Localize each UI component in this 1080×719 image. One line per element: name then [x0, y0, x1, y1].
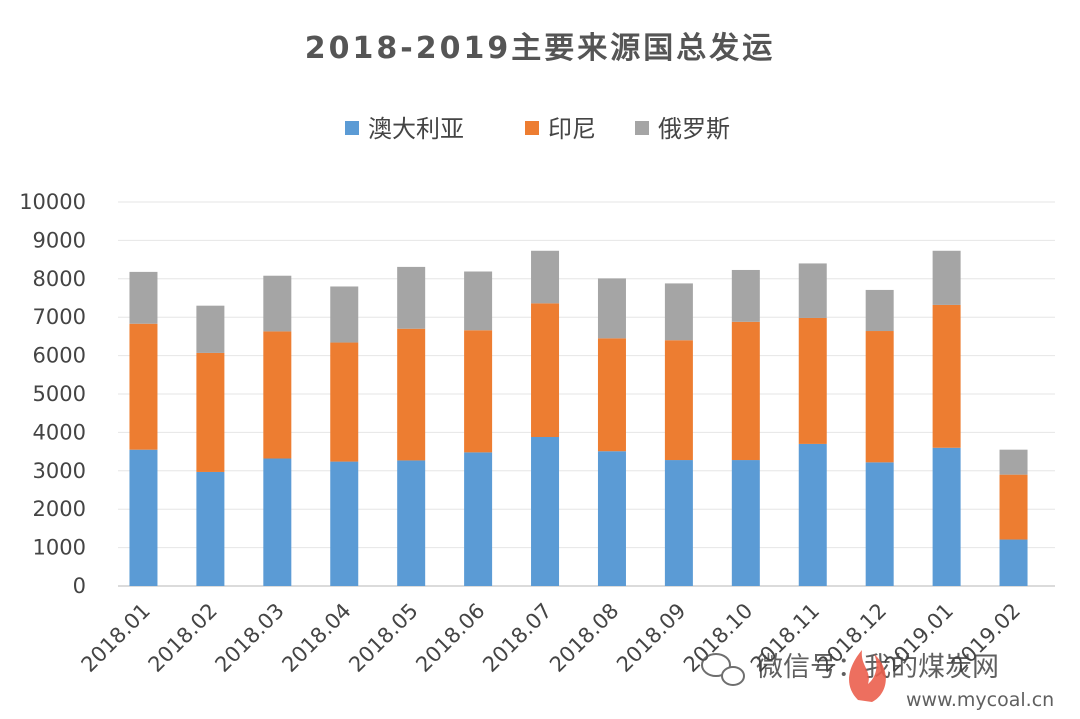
- bar-segment-s0-1: [196, 471, 225, 586]
- bar-segment-s1-3: [330, 342, 359, 462]
- bar-segment-s1-6: [531, 303, 560, 438]
- bar-segment-s2-1: [196, 305, 225, 353]
- legend-swatch-2: [635, 121, 649, 135]
- bars: [129, 250, 1028, 586]
- bar-segment-s2-2: [263, 275, 292, 332]
- bar-segment-s2-6: [531, 250, 560, 304]
- bar-segment-s1-5: [464, 330, 493, 453]
- x-tick-label: 2018.04: [277, 599, 355, 677]
- y-tick-label: 1000: [33, 536, 86, 560]
- legend-label-1: 印尼: [548, 115, 596, 143]
- y-tick-label: 6000: [33, 344, 86, 368]
- x-tick-label: 2018.06: [411, 599, 489, 677]
- bar-segment-s1-1: [196, 352, 225, 472]
- legend-swatch-0: [345, 121, 359, 135]
- bar-segment-s2-5: [464, 271, 493, 331]
- bar-segment-s2-3: [330, 286, 359, 343]
- bar-segment-s2-7: [597, 278, 626, 339]
- x-tick-label: 2018.09: [612, 599, 690, 677]
- y-tick-label: 5000: [33, 382, 86, 406]
- x-tick-label: 2018.05: [344, 599, 422, 677]
- legend-label-0: 澳大利亚: [368, 115, 464, 143]
- bar-segment-s1-2: [263, 331, 292, 459]
- bar-segment-s2-11: [865, 289, 894, 332]
- y-axis-ticks: 0 1000 2000 3000 4000 5000 6000 7000 8000 9000 100…: [19, 190, 86, 598]
- bar-segment-s2-8: [664, 283, 693, 341]
- bar-segment-s1-7: [597, 338, 626, 452]
- watermark: 微信号：我的煤炭网 www.mycoal.cn: [701, 650, 1054, 711]
- bar-segment-s0-2: [263, 458, 292, 586]
- y-tick-label: 3000: [33, 459, 86, 483]
- bar-segment-s2-0: [129, 271, 158, 324]
- bar-segment-s1-0: [129, 323, 158, 450]
- bar-segment-s0-5: [464, 452, 493, 586]
- gridlines: [118, 201, 1055, 587]
- x-tick-label: 2018.08: [545, 599, 623, 677]
- bar-segment-s0-8: [664, 460, 693, 586]
- legend-swatch-1: [525, 121, 539, 135]
- bar-segment-s0-6: [531, 437, 560, 586]
- y-tick-label: 8000: [33, 267, 86, 291]
- bar-segment-s0-3: [330, 461, 359, 586]
- x-tick-label: 2018.07: [478, 599, 556, 677]
- bar-segment-s1-8: [664, 340, 693, 461]
- bar-segment-s0-10: [798, 443, 827, 586]
- flame-logo-icon: [849, 650, 886, 702]
- bar-segment-s2-13: [999, 449, 1028, 475]
- bar-segment-s0-9: [731, 460, 760, 586]
- bar-segment-s1-11: [865, 331, 894, 463]
- x-tick-label: 2018.01: [77, 599, 155, 677]
- bar-segment-s2-4: [397, 266, 426, 329]
- bar-segment-s1-9: [731, 321, 760, 461]
- x-tick-label: 2018.10: [679, 599, 757, 677]
- bar-segment-s1-10: [798, 317, 827, 444]
- y-tick-label: 10000: [19, 190, 86, 214]
- x-tick-label: 2018.03: [210, 599, 288, 677]
- y-tick-label: 9000: [33, 228, 86, 252]
- bar-segment-s0-0: [129, 449, 158, 586]
- bar-segment-s0-12: [932, 447, 961, 586]
- bar-segment-s0-13: [999, 539, 1028, 586]
- watermark-url: www.mycoal.cn: [906, 689, 1054, 711]
- bar-segment-s1-13: [999, 474, 1028, 540]
- bar-segment-s2-9: [731, 269, 760, 322]
- bar-segment-s0-4: [397, 460, 426, 586]
- legend: 澳大利亚 印尼 俄罗斯: [345, 115, 730, 143]
- y-tick-label: 7000: [33, 305, 86, 329]
- bar-segment-s0-7: [597, 451, 626, 586]
- y-tick-label: 0: [73, 574, 86, 598]
- bar-segment-s2-12: [932, 250, 961, 305]
- y-tick-label: 2000: [33, 497, 86, 521]
- bar-segment-s2-10: [798, 263, 827, 318]
- bar-segment-s0-11: [865, 462, 894, 586]
- bar-segment-s1-12: [932, 304, 961, 448]
- bar-segment-s1-4: [397, 328, 426, 461]
- legend-label-2: 俄罗斯: [658, 115, 730, 143]
- y-tick-label: 4000: [33, 420, 86, 444]
- wechat-icon: [701, 653, 745, 686]
- chart-title: 2018-2019主要来源国总发运: [305, 31, 775, 66]
- x-tick-label: 2018.02: [144, 599, 222, 677]
